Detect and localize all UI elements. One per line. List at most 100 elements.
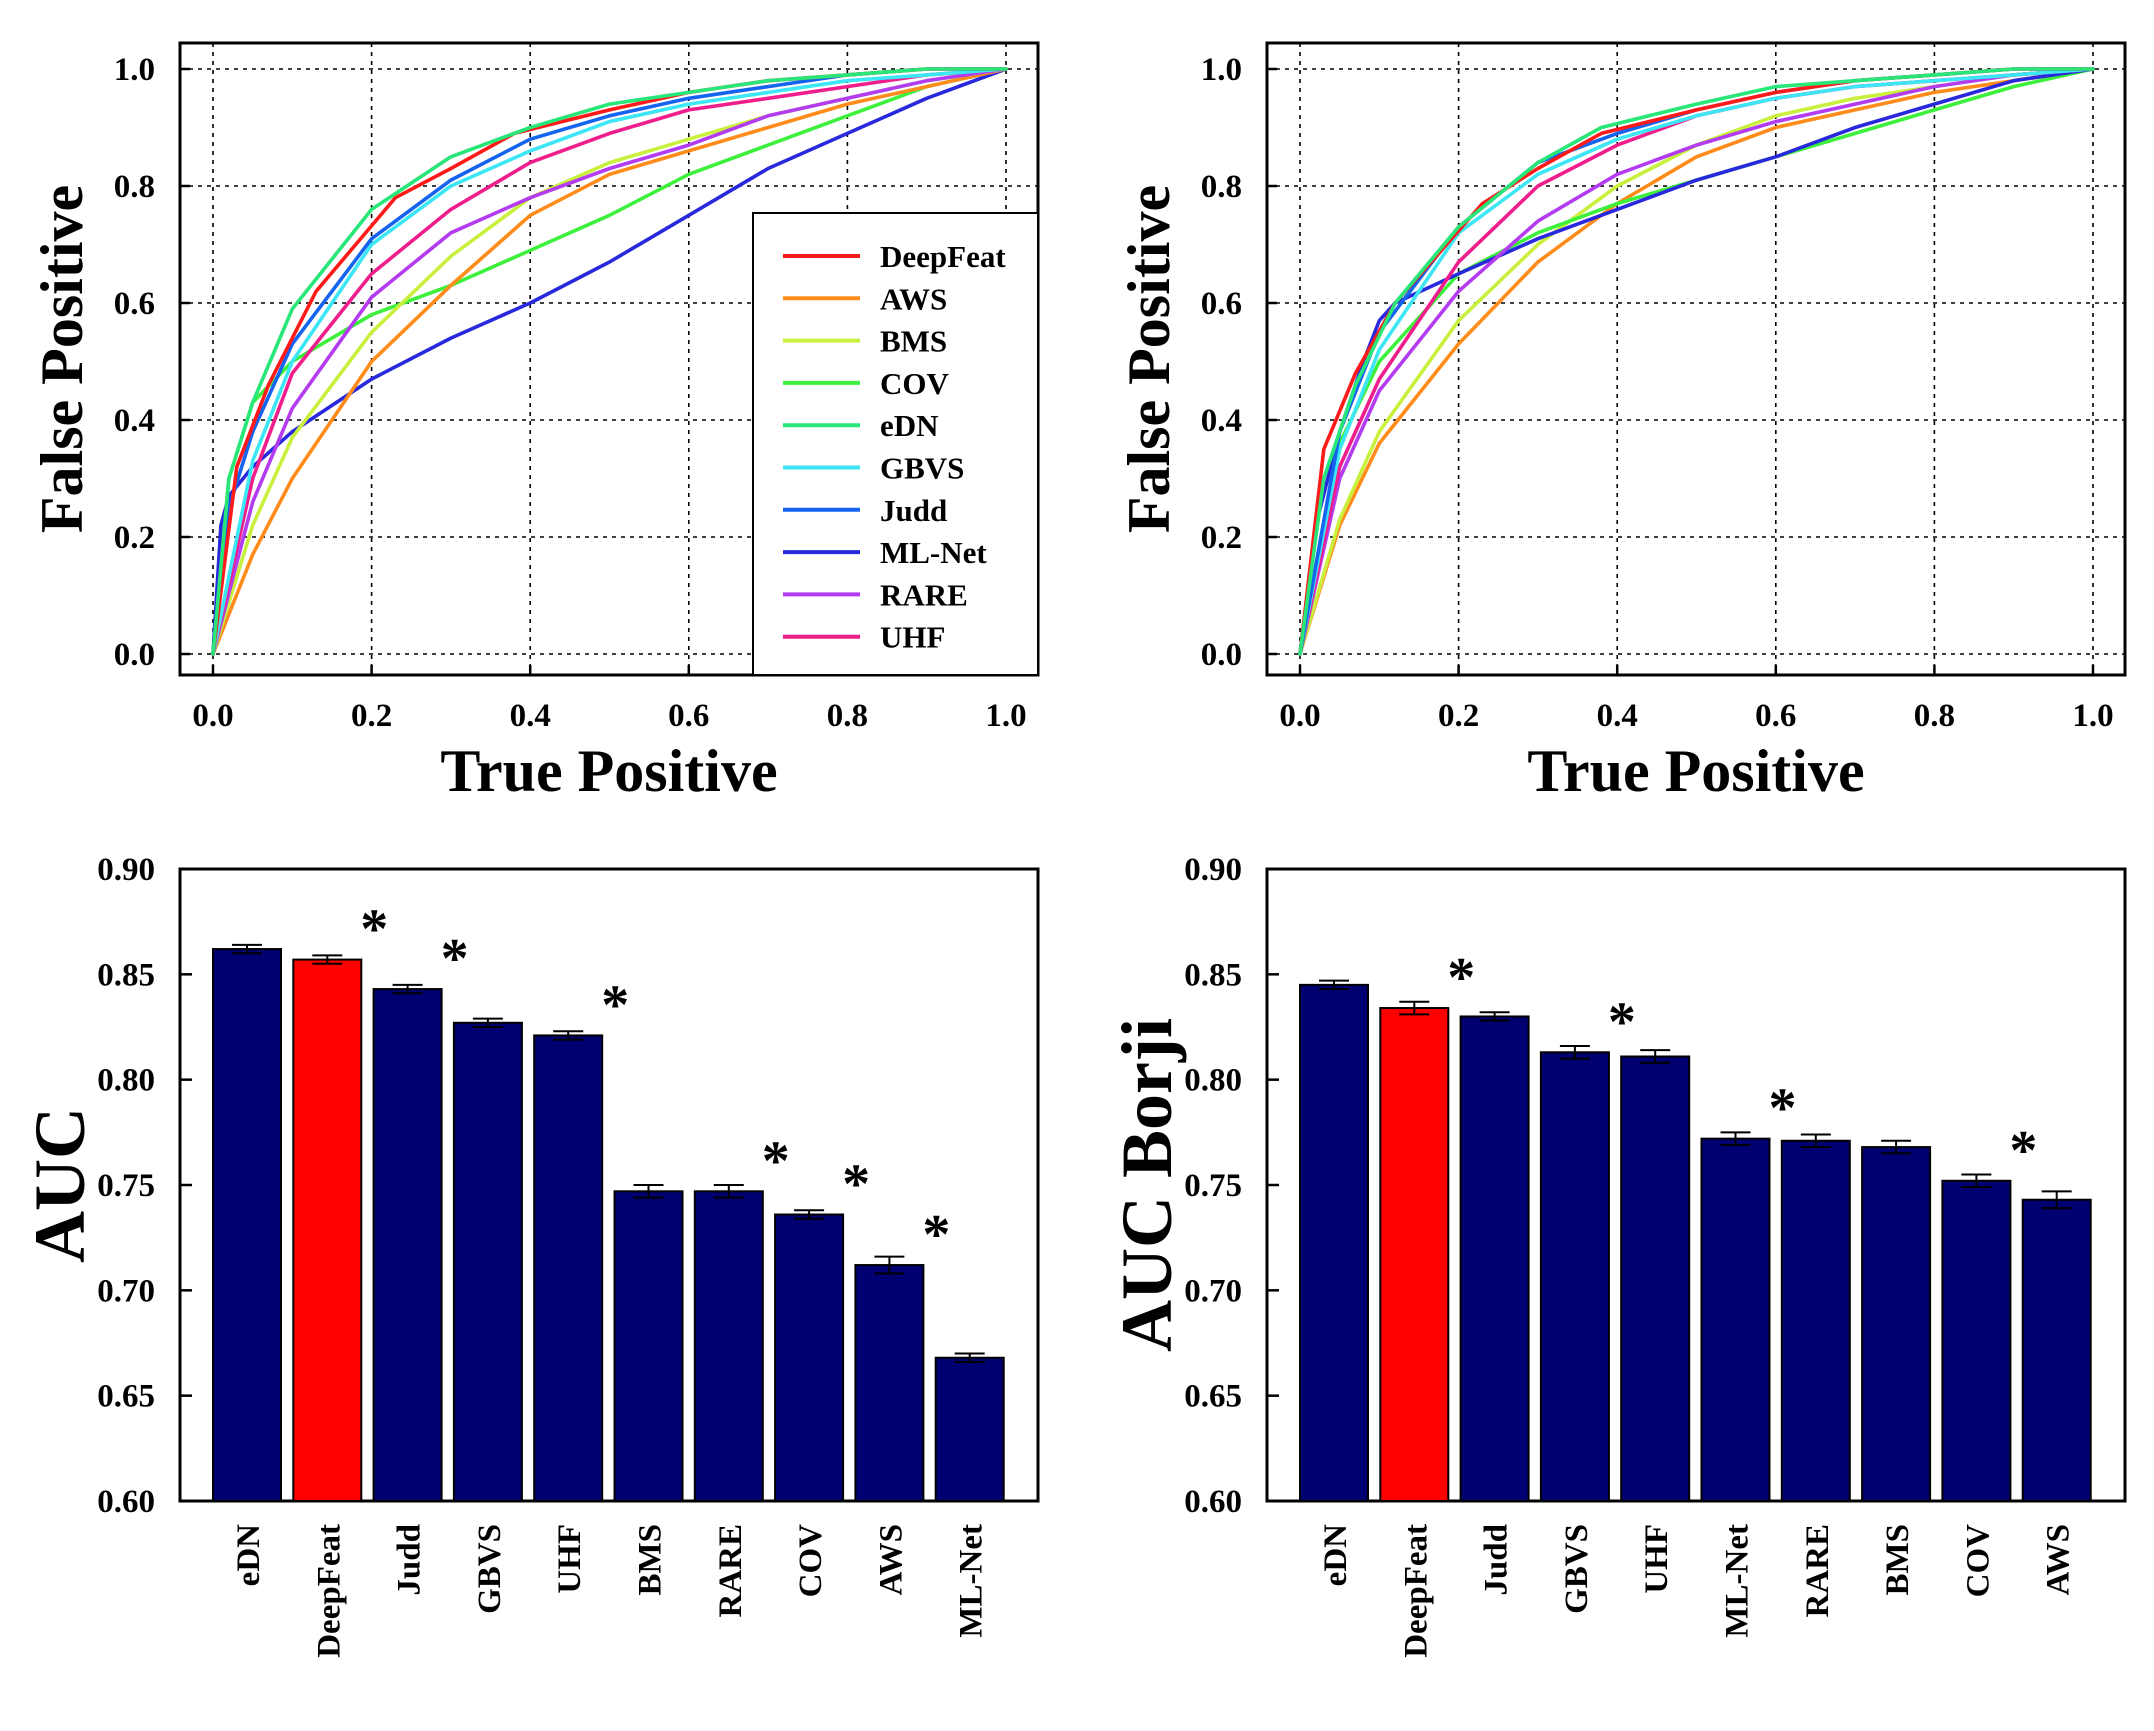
legend-item-ml-net: ML-Net bbox=[783, 535, 987, 570]
x-axis-title: True Positive bbox=[1527, 738, 1864, 804]
y-tick-label: 0.80 bbox=[1184, 1063, 1242, 1099]
bar-cov bbox=[774, 1213, 845, 1502]
y-axis-title: AUC bbox=[20, 1107, 100, 1263]
y-tick-label: 0.70 bbox=[1184, 1273, 1242, 1309]
y-tick-label: 0.65 bbox=[97, 1379, 155, 1415]
legend-label: DeepFeat bbox=[880, 239, 1006, 274]
x-tick-label: RARE bbox=[713, 1524, 749, 1618]
significance-marker: * bbox=[441, 928, 469, 990]
y-tick-label: 0.6 bbox=[114, 286, 155, 322]
series-line-uhf bbox=[211, 67, 1008, 656]
x-tick-label: 0.8 bbox=[1914, 698, 1955, 734]
legend-label: eDN bbox=[880, 408, 939, 443]
x-tick-label: eDN bbox=[1318, 1524, 1354, 1586]
bar-aws bbox=[2021, 1198, 2092, 1503]
x-tick-label: 0.4 bbox=[510, 698, 551, 734]
y-tick-label: 0.75 bbox=[97, 1168, 155, 1204]
x-tick-label: 1.0 bbox=[985, 698, 1026, 734]
legend-label: Judd bbox=[880, 493, 947, 528]
y-tick-label: 0.2 bbox=[114, 520, 155, 556]
x-tick-label: UHF bbox=[1639, 1524, 1675, 1594]
legend-item-rare: RARE bbox=[783, 577, 968, 612]
x-tick-label: 0.6 bbox=[668, 698, 709, 734]
series-line-gbvs bbox=[211, 67, 1008, 656]
legend-item-uhf: UHF bbox=[783, 620, 945, 655]
y-tick-label: 1.0 bbox=[1201, 52, 1242, 88]
x-tick-label: 0.6 bbox=[1755, 698, 1796, 734]
significance-marker: * bbox=[360, 899, 388, 961]
x-tick-label: AWS bbox=[2041, 1524, 2077, 1596]
legend-item-gbvs: GBVS bbox=[783, 451, 964, 486]
significance-marker: * bbox=[1447, 947, 1475, 1009]
x-tick-label: COV bbox=[1960, 1524, 1996, 1598]
legend-box bbox=[752, 212, 1039, 676]
y-tick-label: 0.70 bbox=[97, 1273, 155, 1309]
series-line-edn bbox=[211, 67, 1008, 656]
bar-uhf bbox=[1620, 1055, 1691, 1502]
y-tick-label: 0.8 bbox=[1201, 169, 1242, 205]
legend-label: RARE bbox=[880, 577, 968, 612]
x-tick-label: Judd bbox=[1479, 1524, 1515, 1596]
x-tick-label: eDN bbox=[231, 1524, 267, 1586]
bar-aws bbox=[854, 1264, 925, 1503]
series-line-edn bbox=[1298, 67, 2095, 656]
x-tick-label: BMS bbox=[633, 1524, 669, 1596]
y-tick-label: 0.75 bbox=[1184, 1168, 1242, 1204]
x-tick-label: Judd bbox=[392, 1524, 428, 1596]
bar-deepfeat bbox=[1379, 1007, 1450, 1502]
auc-bar-chart: 0.60 0.65 0.70 0.75 0.80 0.85 0.90 eDN * DeepFeat… bbox=[20, 852, 1040, 1658]
y-tick-label: 0.4 bbox=[114, 403, 155, 439]
bar-deepfeat bbox=[292, 958, 363, 1502]
y-tick-label: 0.0 bbox=[1201, 637, 1242, 673]
y-tick-label: 0.60 bbox=[97, 1484, 155, 1520]
bar-ml-net bbox=[934, 1356, 1005, 1503]
bar-bms bbox=[1861, 1146, 1932, 1502]
legend-item-bms: BMS bbox=[783, 324, 947, 359]
series-line-aws bbox=[1298, 67, 2095, 656]
bar-ml-net bbox=[1700, 1137, 1771, 1502]
legend-label: BMS bbox=[880, 324, 947, 359]
legend-item-aws: AWS bbox=[783, 281, 947, 316]
y-tick-label: 1.0 bbox=[114, 52, 155, 88]
plot-frame bbox=[1265, 41, 2127, 677]
y-axis-title: False Positive bbox=[1116, 185, 1182, 533]
x-tick-label: BMS bbox=[1880, 1524, 1916, 1596]
y-axis-title: False Positive bbox=[29, 185, 95, 533]
legend: DeepFeat AWS BMS COV eDN GBVS Judd ML-Net RARE UH… bbox=[752, 212, 1039, 676]
bar-cov bbox=[1941, 1179, 2012, 1502]
bar-bms bbox=[613, 1190, 684, 1502]
legend-label: GBVS bbox=[880, 451, 964, 486]
x-tick-label: 0.0 bbox=[192, 698, 233, 734]
series-line-aws bbox=[211, 67, 1008, 656]
y-tick-label: 0.65 bbox=[1184, 1379, 1242, 1415]
x-tick-label: ML-Net bbox=[954, 1524, 990, 1638]
series-line-rare bbox=[211, 67, 1008, 656]
x-tick-label: DeepFeat bbox=[1398, 1524, 1434, 1658]
x-tick-label: COV bbox=[793, 1524, 829, 1598]
y-axis-title: AUC Borji bbox=[1107, 1018, 1187, 1352]
y-tick-label: 0.6 bbox=[1201, 286, 1242, 322]
significance-marker: * bbox=[1608, 991, 1636, 1053]
bar-judd bbox=[1459, 1015, 1530, 1502]
series-line-rare bbox=[1298, 67, 2095, 656]
bar-rare bbox=[693, 1190, 764, 1502]
significance-marker: * bbox=[762, 1130, 790, 1192]
bar-uhf bbox=[533, 1034, 604, 1502]
significance-marker: * bbox=[601, 974, 629, 1036]
y-tick-label: 0.60 bbox=[1184, 1484, 1242, 1520]
significance-marker: * bbox=[2009, 1120, 2037, 1182]
x-axis-title: True Positive bbox=[440, 738, 777, 804]
legend-item-deepfeat: DeepFeat bbox=[783, 239, 1006, 274]
roc-chart-right: 0.0 0.2 0.4 0.6 0.8 1.0 0.0 0.2 0.4 0.6 0.8 1.0 True… bbox=[1116, 41, 2127, 804]
legend-label: UHF bbox=[880, 620, 945, 655]
y-tick-label: 0.4 bbox=[1201, 403, 1242, 439]
bar-edn bbox=[1299, 983, 1369, 1502]
bar-edn bbox=[212, 948, 282, 1502]
bar-gbvs bbox=[1539, 1051, 1610, 1503]
series-line-gbvs bbox=[1298, 67, 2095, 656]
auc-borji-bar-chart: 0.60 0.65 0.70 0.75 0.80 0.85 0.90 eDN * DeepFeat… bbox=[1107, 852, 2127, 1658]
x-tick-label: 1.0 bbox=[2072, 698, 2113, 734]
bar-gbvs bbox=[452, 1021, 523, 1503]
y-tick-label: 0.8 bbox=[114, 169, 155, 205]
